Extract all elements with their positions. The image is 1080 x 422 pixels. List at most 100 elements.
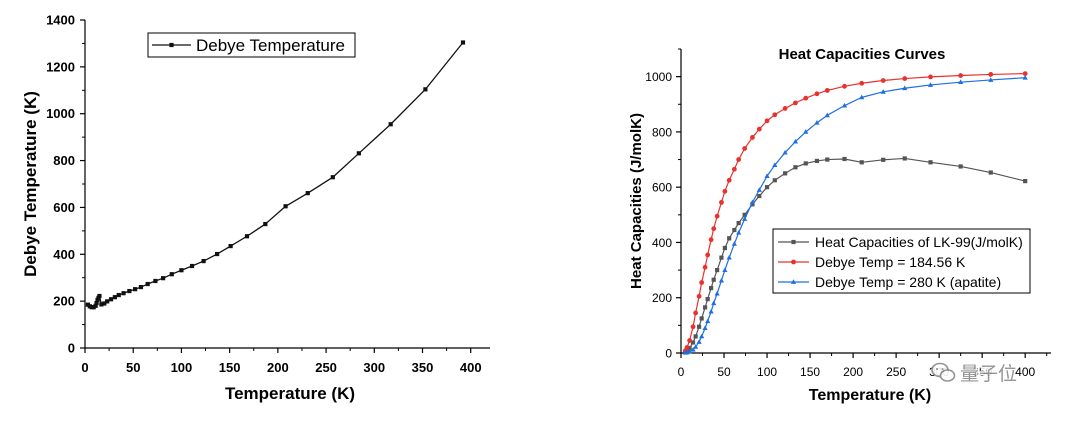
debye-temp-184-56-k-point — [814, 91, 820, 97]
debye-temperature-point — [102, 301, 107, 306]
debye-temp-184-56-k-point — [742, 146, 748, 151]
debye-temp-280-k-apatite-series — [682, 75, 1028, 355]
x-tick-label: 200 — [267, 360, 289, 375]
x-tick-label: 150 — [800, 365, 820, 379]
debye-temp-280-k-apatite-point — [699, 333, 705, 339]
legend-label: Debye Temp = 184.56 K — [815, 254, 966, 270]
debye-temp-184-56-k-point — [764, 118, 770, 124]
debye-temp-280-k-apatite-point — [722, 267, 728, 272]
debye-temperature-point — [330, 175, 335, 180]
heat-capacities-of-lk-99-j-molk-point — [859, 160, 864, 165]
debye-temp-280-k-apatite-point — [988, 77, 994, 82]
debye-temp-280-k-apatite-point — [718, 277, 725, 283]
debye-temperature-point — [133, 287, 138, 292]
x-tick-label: 250 — [886, 365, 906, 379]
debye-temperature-point — [388, 122, 393, 127]
debye-temp-184-56-k-point — [859, 80, 865, 86]
heat-capacities-of-lk-99-j-molk-point — [705, 297, 710, 302]
debye-temp-280-k-apatite-point — [792, 138, 799, 144]
debye-temperature-point — [153, 278, 158, 284]
debye-temp-184-56-k-point — [824, 88, 830, 93]
debye-temperature-point — [305, 191, 310, 196]
watermark: 量子位 — [931, 362, 1019, 387]
x-tick-label: 50 — [717, 365, 731, 379]
heat-capacities-of-lk-99-j-molk-point — [1023, 179, 1028, 184]
heat-capacities-of-lk-99-j-molk-point — [958, 164, 963, 169]
heat-capacities-of-lk-99-j-molk-point — [814, 158, 820, 164]
y-tick-label: 1400 — [46, 13, 75, 28]
heat-capacities-of-lk-99-j-molk-point — [693, 334, 698, 339]
heat-capacities-of-lk-99-j-molk-point — [687, 345, 692, 351]
debye-temperature-point — [283, 204, 288, 209]
debye-temp-280-k-apatite-point — [690, 346, 696, 352]
debye-temp-184-56-k-point — [684, 345, 690, 350]
x-axis-label: Temperature (K) — [225, 384, 355, 403]
debye-temp-280-k-apatite-point — [859, 94, 865, 100]
x-tick-label: 0 — [678, 365, 685, 379]
debye-temp-184-56-k-point — [731, 166, 737, 172]
debye-temperature-point — [95, 297, 100, 303]
debye-temp-184-56-k-point — [708, 237, 714, 243]
heat-capacities-of-lk-99-j-molk-point — [793, 165, 798, 170]
x-tick-label: 400 — [460, 360, 482, 375]
debye-temp-280-k-apatite-point — [714, 290, 720, 296]
heat-capacities-of-lk-99-j-molk-point — [715, 267, 720, 273]
debye-temperature-point — [423, 87, 428, 92]
x-axis-label: Temperature (K) — [809, 387, 931, 404]
debye-temperature-point — [201, 258, 206, 264]
debye-temperature-point — [121, 291, 126, 296]
y-tick-label: 1200 — [46, 59, 75, 74]
legend-samples — [152, 42, 191, 48]
debye-temp-280-k-apatite-point — [824, 112, 830, 118]
x-tick-label: 100 — [171, 360, 193, 375]
heat-capacities-of-lk-99-j-molk-point — [719, 255, 724, 260]
plot-series — [682, 71, 1028, 355]
debye-temperature-point — [116, 292, 121, 298]
legend-marker-sample — [791, 259, 796, 265]
x-tick-label: 400 — [1015, 365, 1035, 379]
heat-capacities-of-lk-99-j-molk-point — [699, 316, 704, 321]
debye-temp-184-56-k-point — [756, 126, 762, 132]
heat-capacities-of-lk-99-j-molk-point — [690, 340, 696, 345]
heat-capacities-of-lk-99-j-molk-point — [722, 245, 727, 251]
debye-temp-184-56-k-point — [711, 226, 717, 232]
debye-temperature-point — [228, 243, 233, 249]
debye-temp-184-56-k-point — [842, 83, 847, 89]
heat-capacities-of-lk-99-j-molk-point — [757, 193, 762, 199]
debye-temp-280-k-apatite-point — [731, 241, 737, 246]
debye-temp-184-56-k-series — [682, 71, 1028, 354]
debye-temp-280-k-apatite-point — [693, 344, 699, 349]
x-tick-label: 0 — [81, 360, 88, 375]
debye-temp-280-k-apatite-point — [736, 230, 742, 235]
debye-temp-184-56-k-point — [782, 106, 788, 111]
heat-capacities-of-lk-99-j-molk-point — [803, 161, 808, 166]
debye-temp-280-k-apatite-point — [782, 149, 788, 155]
y-tick-label: 600 — [652, 181, 672, 195]
debye-temperature-point — [263, 221, 268, 227]
debye-temp-184-56-k-point — [988, 72, 994, 77]
x-tick-label: 300 — [363, 360, 385, 375]
heat-capacities-of-lk-99-j-molk-point — [783, 171, 788, 176]
debye-temperature-point — [138, 284, 144, 290]
debye-temperature-point — [108, 297, 114, 302]
legend-label: Debye Temp = 280 K (apatite) — [815, 274, 1001, 290]
y-tick-label: 800 — [652, 125, 672, 139]
debye-temp-280-k-apatite-point — [814, 120, 820, 125]
debye-temperature-point — [161, 276, 166, 281]
debye-temp-184-56-k-point — [793, 100, 798, 106]
debye-temperature-chart: 0 50 100 150 200 250 300 350 400 0 200 400 600 800 100… — [21, 13, 490, 403]
plot-series — [85, 40, 466, 310]
watermark-text: 量子位 — [960, 363, 1017, 385]
debye-temperature-point — [94, 300, 99, 306]
debye-temperature-point — [356, 151, 361, 156]
heat-capacities-of-lk-99-j-molk-point — [772, 178, 777, 183]
heat-capacities-of-lk-99-j-molk-point — [711, 277, 716, 282]
debye-temp-280-k-apatite-point — [927, 82, 934, 87]
debye-temp-184-56-k-point — [726, 177, 732, 183]
y-tick-label: 200 — [652, 291, 672, 305]
heat-capacities-of-lk-99-j-molk-point — [727, 236, 732, 241]
debye-temp-184-56-k-point — [687, 338, 692, 343]
debye-temp-184-56-k-point — [958, 73, 964, 78]
debye-temp-184-56-k-point — [719, 199, 724, 205]
